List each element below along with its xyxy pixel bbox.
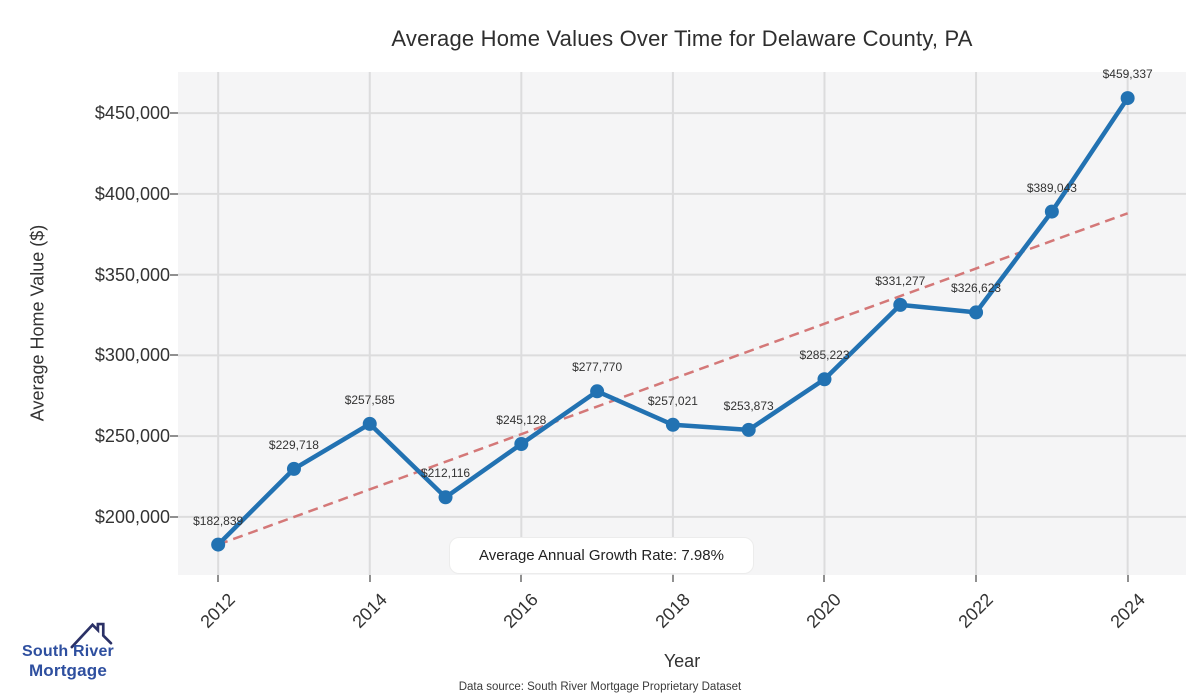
y-tick-mark (170, 273, 178, 276)
point-value-label: $331,277 (875, 273, 926, 288)
data-point (362, 416, 377, 431)
data-point (969, 305, 984, 320)
y-tick-label: $350,000 (94, 264, 170, 285)
data-point (438, 490, 453, 505)
y-tick-label: $300,000 (94, 345, 170, 366)
data-point (893, 297, 908, 312)
data-point (741, 422, 756, 437)
line-chart (178, 72, 1186, 575)
point-value-label: $212,116 (420, 466, 471, 481)
x-tick-label: 2024 (1106, 589, 1149, 632)
x-tick-label: 2012 (196, 589, 240, 632)
y-tick-label: $400,000 (94, 183, 170, 204)
y-tick-mark (170, 515, 178, 518)
x-tick-mark (671, 575, 674, 582)
plot-area: $182,839 $229,718 $257,585 $212,116 $245,128… (178, 67, 1186, 575)
data-source-caption: Data source: South River Mortgage Propri… (458, 681, 742, 693)
y-tick-mark (170, 192, 178, 195)
chart-title: Average Home Values Over Time for Delawa… (391, 26, 973, 51)
point-value-label: $257,021 (647, 393, 698, 408)
trend-line (217, 212, 1129, 546)
house-roof-icon (70, 622, 113, 649)
y-tick-mark (170, 354, 178, 357)
x-tick-mark (823, 575, 826, 582)
y-tick-label: $450,000 (94, 103, 170, 124)
point-value-label: $253,873 (723, 398, 774, 413)
x-tick-label: 2018 (651, 589, 694, 632)
y-tick-mark (170, 435, 178, 438)
growth-rate-annotation: Average Annual Growth Rate: 7.98% (449, 537, 754, 574)
logo-text-line1: South River (22, 643, 114, 660)
x-tick-label: 2020 (802, 589, 846, 632)
growth-rate-text: Average Annual Growth Rate: 7.98% (479, 547, 724, 564)
x-axis-title: Year (663, 651, 701, 671)
point-value-label: $229,718 (268, 437, 319, 452)
data-point (514, 436, 529, 451)
x-tick-mark (217, 575, 220, 582)
point-value-label: $277,770 (572, 360, 623, 375)
x-tick-mark (520, 575, 523, 582)
y-tick-label: $250,000 (94, 426, 170, 447)
x-tick-mark (1126, 575, 1129, 582)
y-tick-mark (170, 112, 178, 115)
data-point (286, 461, 301, 476)
point-value-label: $389,043 (1026, 180, 1077, 195)
y-tick-label: $200,000 (94, 506, 170, 527)
data-point (817, 372, 832, 387)
point-value-label: $326,623 (951, 281, 1002, 296)
data-point (590, 384, 605, 399)
x-tick-label: 2014 (348, 589, 391, 632)
point-value-label: $182,839 (193, 513, 244, 528)
x-tick-label: 2016 (499, 589, 543, 632)
x-tick-mark (368, 575, 371, 582)
point-value-label: $285,223 (799, 348, 850, 363)
point-value-label: $257,585 (344, 392, 395, 407)
x-tick-label: 2022 (954, 589, 997, 632)
point-value-label: $459,337 (1102, 67, 1153, 82)
point-labels-layer: $182,839 $229,718 $257,585 $212,116 $245,128… (178, 67, 1186, 575)
point-value-label: $245,128 (496, 412, 547, 427)
logo-text-line2: Mortgage (28, 661, 108, 680)
data-point (211, 537, 226, 552)
y-axis-title: Average Home Value ($) (27, 224, 48, 422)
x-tick-mark (975, 575, 978, 582)
data-point (665, 417, 680, 432)
data-point (1044, 204, 1059, 219)
data-point (1120, 91, 1135, 106)
